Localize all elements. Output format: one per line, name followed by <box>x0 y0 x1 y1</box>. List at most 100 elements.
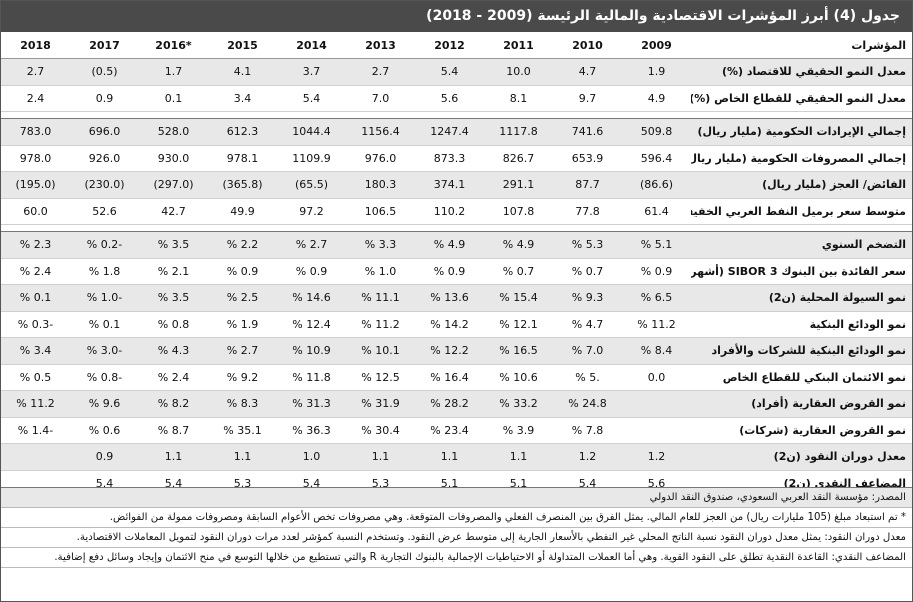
cell: 0.7 % <box>553 258 622 285</box>
cell: 1.7 <box>139 58 208 86</box>
cell: 1.0 % <box>346 258 415 285</box>
cell: 741.6 <box>553 118 622 146</box>
cell: 106.5 <box>346 198 415 225</box>
cell: 0.6 % <box>70 417 139 444</box>
cell: 35.1 % <box>208 417 277 444</box>
header-year: 2015 <box>208 32 277 59</box>
cell: 16.5 % <box>484 337 553 365</box>
header-row: المؤشرات 2009 2010 2011 2012 2013 2014 2015 *201… <box>1 32 912 59</box>
row-label: معدل النمو الحقيقي للاقتصاد (%) <box>691 58 912 86</box>
cell: 2.3 % <box>1 231 70 259</box>
cell: 52.6 <box>70 198 139 225</box>
cell: (365.8) <box>208 171 277 199</box>
cell: 528.0 <box>139 118 208 146</box>
cell: 4.7 <box>553 58 622 86</box>
row-label: الفائض/ العجز (مليار ريال) <box>691 171 912 199</box>
cell: 930.0 <box>139 145 208 172</box>
cell: 5.3 % <box>553 231 622 259</box>
cell: 9.2 % <box>208 364 277 391</box>
cell: 10.1 % <box>346 337 415 365</box>
cell: 0.1 <box>139 85 208 112</box>
group-separator <box>1 224 912 232</box>
cell: 24.8 % <box>553 390 622 418</box>
cell: 10.0 <box>484 58 553 86</box>
cell: 4.9 % <box>484 231 553 259</box>
header-year: 2010 <box>553 32 622 59</box>
cell: 7.0 % <box>553 337 622 365</box>
cell: 87.7 <box>553 171 622 199</box>
cell: 1.2 <box>553 443 622 471</box>
cell: 14.2 % <box>415 311 484 338</box>
cell <box>622 390 691 418</box>
cell: 0.5 % <box>1 364 70 391</box>
data-row: نمو السيولة المحلية (ن2) 6.5 % 9.3 % 15.4 %… <box>1 284 912 312</box>
cell: 4.1 <box>208 58 277 86</box>
cell: 77.8 <box>553 198 622 225</box>
cell: 291.1 <box>484 171 553 199</box>
cell: 8.1 <box>484 85 553 112</box>
row-label: متوسط سعر برميل النفط العربي الخفيف $ <box>691 198 912 225</box>
header-year: 2014 <box>277 32 346 59</box>
cell: 9.7 <box>553 85 622 112</box>
notes: المصدر: مؤسسة النقد العربي السعودي، صندو… <box>1 487 912 601</box>
data-row: متوسط سعر برميل النفط العربي الخفيف $61.… <box>1 198 912 225</box>
row-label: نمو القروض العقارية (أفراد) <box>691 390 912 418</box>
data-row: نمو القروض العقارية (أفراد) 24.8 % 33.2 % 2… <box>1 390 912 418</box>
cell: 11.1 % <box>346 284 415 312</box>
cell: 0.1 % <box>70 311 139 338</box>
data-row: إجمالي الإيرادات الحكومية (مليار ريال) 50… <box>1 118 912 146</box>
cell: 8.7 % <box>139 417 208 444</box>
cell: 1.0 <box>277 443 346 471</box>
cell: -0.3 % <box>1 311 70 338</box>
cell: 60.0 <box>1 198 70 225</box>
cell: 8.4 % <box>622 337 691 365</box>
cell: 612.3 <box>208 118 277 146</box>
cell: 23.4 % <box>415 417 484 444</box>
cell: .5 % <box>553 364 622 391</box>
row-label: التضخم السنوي <box>691 231 912 259</box>
cell: 5.4 <box>277 85 346 112</box>
cell: 3.3 % <box>346 231 415 259</box>
cell: 2.4 % <box>1 258 70 285</box>
cell: 97.2 <box>277 198 346 225</box>
cell: 3.4 % <box>1 337 70 365</box>
cell: 1.9 % <box>208 311 277 338</box>
row-label: إجمالي الإيرادات الحكومية (مليار ريال) <box>691 118 912 146</box>
cell: 10.9 % <box>277 337 346 365</box>
cell: 0.8 % <box>139 311 208 338</box>
cell: 10.6 % <box>484 364 553 391</box>
cell: (86.6) <box>622 171 691 199</box>
data-row: سعر الفائدة بين البنوك SIBOR 3 (أشهر)0.9… <box>1 258 912 285</box>
cell: 1.2 <box>622 443 691 471</box>
cell: -1.0 % <box>70 284 139 312</box>
cell: 1.1 <box>346 443 415 471</box>
data-row: نمو القروض العقارية (شركات) 7.8 % 3.9 % 23.… <box>1 417 912 444</box>
row-label: نمو الائتمان البنكي للقطاع الخاص <box>691 364 912 391</box>
cell: 1.1 <box>415 443 484 471</box>
cell: 653.9 <box>553 145 622 172</box>
row-label: نمو القروض العقارية (شركات) <box>691 417 912 444</box>
cell: 11.8 % <box>277 364 346 391</box>
cell: 36.3 % <box>277 417 346 444</box>
row-label: إجمالي المصروفات الحكومية (مليار ريال) <box>691 145 912 172</box>
cell: -0.2 % <box>70 231 139 259</box>
cell: 3.5 % <box>139 231 208 259</box>
row-label: معدل دوران النقود (ن2) <box>691 443 912 471</box>
cell: 8.3 % <box>208 390 277 418</box>
cell: 2.7 % <box>208 337 277 365</box>
cell: 0.7 % <box>484 258 553 285</box>
footnote: المضاعف النقدي: القاعدة النقدية تطلق على… <box>1 548 912 568</box>
data-row: نمو الودائع البنكية للشركات والأفراد 8.4 … <box>1 337 912 365</box>
cell: 826.7 <box>484 145 553 172</box>
cell: 42.7 <box>139 198 208 225</box>
cell: -0.8 % <box>70 364 139 391</box>
cell: 1.9 <box>622 58 691 86</box>
cell: 2.4 % <box>139 364 208 391</box>
cell: 0.9 % <box>208 258 277 285</box>
header-year: 2011 <box>484 32 553 59</box>
cell: -1.4 % <box>1 417 70 444</box>
cell: 4.3 % <box>139 337 208 365</box>
row-label: معدل النمو الحقيقي للقطاع الخاص (%) <box>691 85 912 112</box>
cell: 1.1 <box>208 443 277 471</box>
cell <box>622 417 691 444</box>
